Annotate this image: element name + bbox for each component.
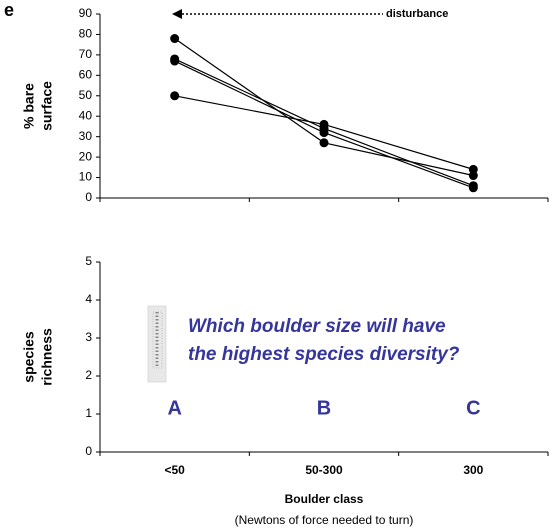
option-letter: A: [167, 397, 181, 419]
y-tick-label: 3: [85, 330, 92, 344]
y-tick-label: 2: [85, 368, 92, 382]
y-tick-label: 80: [79, 27, 93, 41]
y-axis-label: % bare: [21, 83, 37, 129]
y-tick-label: 4: [85, 292, 92, 306]
x-axis-label: Boulder class: [285, 492, 364, 506]
question: the highest species diversity?: [188, 344, 460, 365]
y-axis-label: richness: [39, 328, 55, 386]
panel-label: e: [4, 0, 14, 20]
y-tick-label: 50: [79, 88, 93, 102]
figure: 0102030405060708090% baresurfaceedisturb…: [0, 0, 552, 532]
y-tick-label: 10: [79, 170, 93, 184]
specimen-icon: [148, 306, 166, 382]
arrow-head: [172, 9, 182, 19]
option-letter: C: [466, 397, 480, 419]
x-tick-label: 50-300: [305, 463, 343, 477]
y-tick-label: 0: [85, 444, 92, 458]
option-letter: B: [317, 397, 331, 419]
y-tick-label: 40: [79, 108, 93, 122]
y-tick-label: 5: [85, 254, 92, 268]
annotation: disturbance: [386, 8, 448, 20]
data-point: [170, 57, 179, 66]
data-point: [469, 183, 478, 192]
y-tick-label: 90: [79, 6, 93, 20]
data-point: [469, 165, 478, 174]
x-tick-label: <50: [164, 463, 185, 477]
y-tick-label: 1: [85, 406, 92, 420]
series-line: [175, 39, 474, 176]
data-point: [170, 91, 179, 100]
question: Which boulder size will have: [188, 316, 446, 337]
data-point: [320, 120, 329, 129]
y-tick-label: 30: [79, 129, 93, 143]
y-axis-label: species: [21, 331, 37, 383]
data-point: [320, 128, 329, 137]
x-tick-label: 300: [463, 463, 483, 477]
y-tick-label: 60: [79, 68, 93, 82]
y-tick-label: 20: [79, 149, 93, 163]
y-tick-label: 70: [79, 47, 93, 61]
data-point: [320, 138, 329, 147]
y-tick-label: 0: [85, 190, 92, 204]
data-point: [170, 34, 179, 43]
x-axis-sublabel: (Newtons of force needed to turn): [235, 513, 414, 527]
y-axis-label: surface: [39, 81, 55, 131]
